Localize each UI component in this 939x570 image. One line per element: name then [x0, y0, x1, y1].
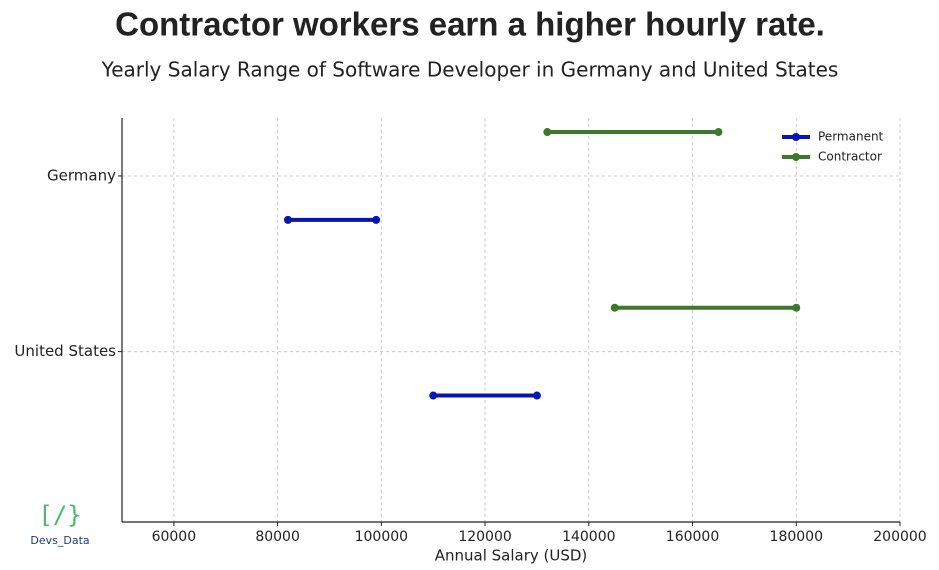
- range-end: [792, 303, 801, 312]
- logo-icon: [/}: [38, 501, 81, 529]
- chart-subtitle: Yearly Salary Range of Software Develope…: [101, 58, 839, 82]
- chart-title: Contractor workers earn a higher hourly …: [115, 6, 825, 43]
- range-start: [283, 215, 292, 224]
- range-start: [429, 391, 438, 400]
- x-tick-label: 160000: [666, 529, 719, 545]
- x-tick-label: 80000: [255, 529, 300, 545]
- x-tick-label: 180000: [770, 529, 823, 545]
- x-tick-label: 140000: [562, 529, 615, 545]
- range-end: [372, 215, 381, 224]
- x-tick-label: 120000: [458, 529, 511, 545]
- legend-marker: [792, 133, 800, 141]
- legend-label: Permanent: [818, 130, 884, 144]
- y-tick-label: Germany: [47, 166, 116, 184]
- x-tick-label: 100000: [355, 529, 408, 545]
- range-start: [543, 128, 552, 137]
- x-tick-label: 200000: [873, 529, 926, 545]
- legend-marker: [792, 153, 800, 161]
- range-end: [532, 391, 541, 400]
- range-start: [610, 303, 619, 312]
- range-end: [714, 128, 723, 137]
- logo-text: Devs_Data: [30, 534, 89, 547]
- x-axis-label: Annual Salary (USD): [435, 547, 588, 565]
- x-tick-label: 60000: [152, 529, 197, 545]
- y-tick-label: United States: [14, 342, 116, 360]
- legend-label: Contractor: [818, 150, 882, 164]
